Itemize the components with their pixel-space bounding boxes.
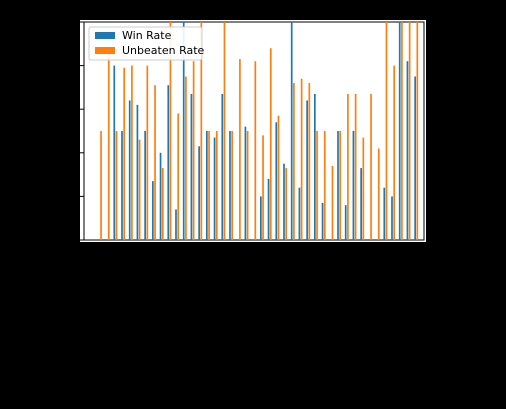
bar-unbeaten-rate: [208, 131, 210, 240]
bar-unbeaten-rate: [401, 22, 403, 240]
bar-unbeaten-rate: [192, 61, 195, 240]
bar-win-rate: [121, 131, 123, 240]
bar-win-rate: [321, 202, 324, 240]
bar-win-rate: [267, 178, 270, 240]
bar-unbeaten-rate: [200, 22, 203, 240]
bar-unbeaten-rate: [246, 131, 249, 240]
bar-win-rate: [182, 22, 185, 240]
bar-win-rate: [352, 131, 355, 240]
bar-unbeaten-rate: [131, 65, 133, 240]
bar-win-rate: [136, 104, 139, 240]
bar-unbeaten-rate: [347, 93, 349, 240]
legend-box: [88, 26, 203, 61]
bar-unbeaten-rate: [316, 131, 318, 240]
bar-unbeaten-rate: [323, 131, 326, 240]
bar-win-rate: [275, 122, 278, 240]
bar-unbeaten-rate: [362, 137, 365, 240]
bar-unbeaten-rate: [331, 165, 334, 240]
bar-win-rate: [344, 205, 347, 240]
bar-unbeaten-rate: [262, 135, 264, 240]
bar-win-rate: [113, 65, 116, 240]
bar-win-rate: [159, 152, 162, 240]
bar-unbeaten-rate: [416, 22, 419, 240]
bar-win-rate: [398, 22, 401, 240]
bar-unbeaten-rate: [223, 22, 226, 240]
bar-win-rate: [360, 168, 362, 240]
bar-unbeaten-rate: [123, 67, 126, 240]
bar-unbeaten-rate: [408, 22, 411, 240]
bar-unbeaten-rate: [154, 85, 156, 240]
bar-win-rate: [206, 131, 208, 240]
bar-unbeaten-rate: [377, 148, 380, 240]
legend: Win Rate Unbeaten Rate: [88, 26, 205, 61]
bar-unbeaten-rate: [146, 65, 149, 240]
bar-unbeaten-rate: [354, 93, 357, 240]
bar-unbeaten-rate: [293, 83, 295, 240]
bar-unbeaten-rate: [169, 22, 172, 240]
bar-win-rate: [314, 93, 316, 240]
bar-unbeaten-rate: [254, 61, 257, 240]
bar-unbeaten-rate: [161, 168, 164, 240]
bar-win-rate: [152, 181, 154, 240]
bar-unbeaten-rate: [339, 131, 342, 240]
bar-win-rate: [306, 100, 308, 240]
legend-swatch-win: [95, 32, 115, 39]
bar-win-rate: [406, 61, 409, 240]
bar-unbeaten-rate: [285, 168, 288, 240]
legend-label-win: Win Rate: [122, 29, 172, 42]
bar-unbeaten-rate: [177, 113, 180, 240]
bar-win-rate: [383, 187, 386, 240]
bar-unbeaten-rate: [308, 83, 311, 240]
bar-win-rate: [414, 76, 416, 240]
bar-win-rate: [167, 85, 170, 240]
bar-win-rate: [175, 209, 177, 240]
bar-win-rate: [128, 100, 131, 240]
bar-win-rate: [144, 131, 146, 240]
bar-unbeaten-rate: [138, 139, 141, 240]
bar-unbeaten-rate: [385, 22, 388, 240]
bar-win-rate: [283, 163, 285, 240]
bar-win-rate: [244, 126, 247, 240]
bar-win-rate: [290, 22, 293, 240]
legend-swatch-unbeaten: [95, 47, 115, 54]
bar-unbeaten-rate: [370, 93, 372, 240]
bar-unbeaten-rate: [185, 76, 187, 240]
bar-win-rate: [298, 187, 301, 240]
bar-unbeaten-rate: [277, 115, 280, 240]
bar-unbeaten-rate: [239, 59, 241, 241]
bar-win-rate: [221, 93, 224, 240]
bar-unbeaten-rate: [115, 131, 118, 240]
bar-win-rate: [337, 131, 339, 240]
bar-unbeaten-rate: [107, 50, 110, 241]
bar-win-rate: [229, 131, 231, 240]
bar-unbeaten-rate: [215, 131, 218, 240]
bar-win-rate: [198, 146, 200, 240]
bar-unbeaten-rate: [300, 78, 303, 241]
bar-win-rate: [260, 196, 262, 240]
bar-unbeaten-rate: [100, 131, 102, 240]
bar-unbeaten-rate: [393, 65, 396, 240]
bar-win-rate: [391, 196, 393, 240]
bar-unbeaten-rate: [269, 48, 272, 240]
legend-label-unbeaten: Unbeaten Rate: [122, 44, 205, 57]
bar-win-rate: [190, 93, 193, 240]
bar-unbeaten-rate: [231, 131, 234, 240]
bar-win-rate: [213, 137, 216, 240]
